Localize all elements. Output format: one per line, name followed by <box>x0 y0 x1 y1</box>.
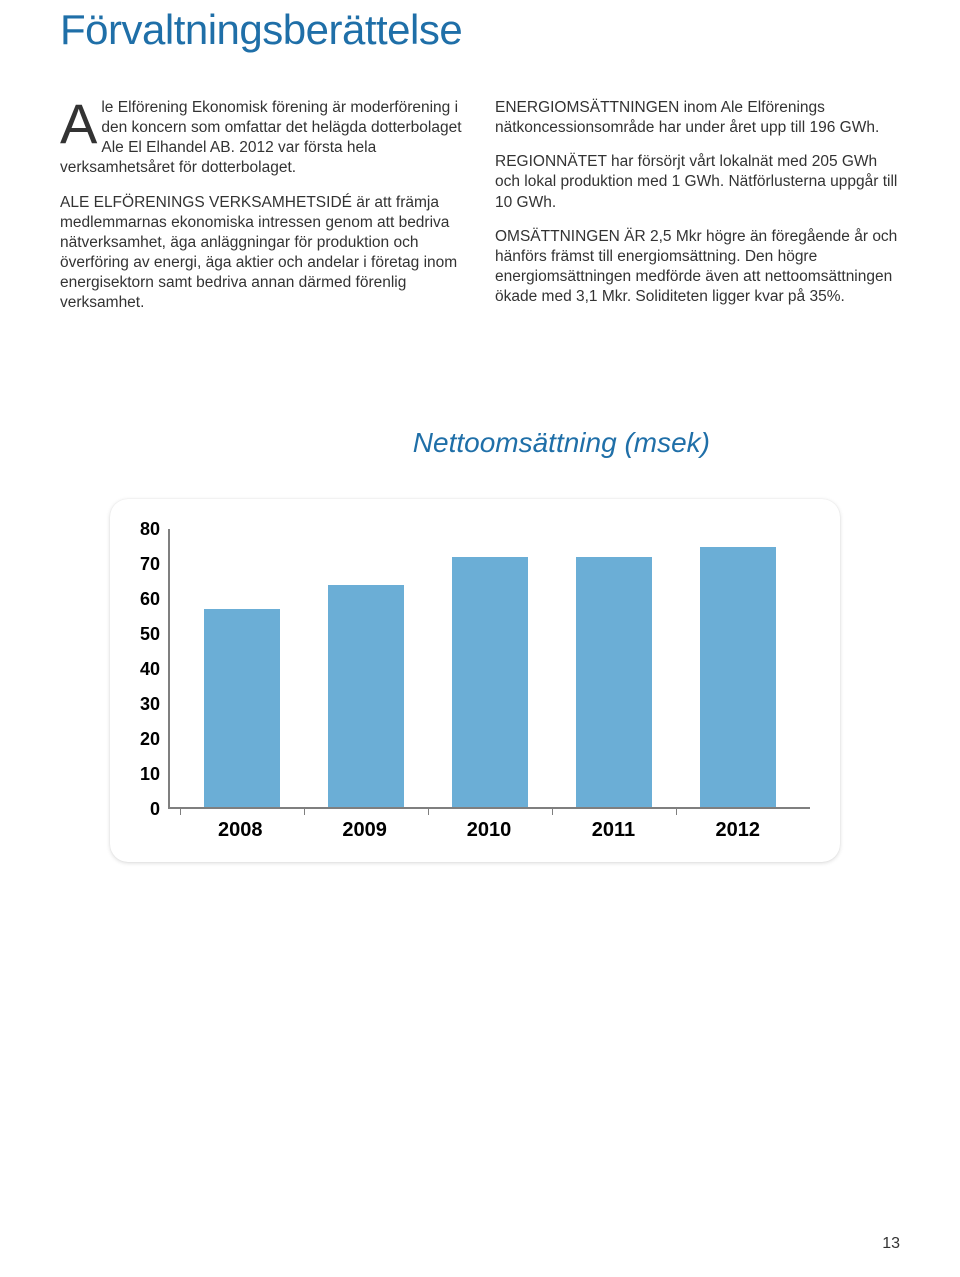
left-column: A le Elförening Ekonomisk förening är mo… <box>60 98 465 327</box>
chart-x-label: 2011 <box>551 819 675 842</box>
chart-x-label: 2009 <box>302 819 426 842</box>
chart-bar <box>204 609 281 807</box>
text-columns: A le Elförening Ekonomisk förening är mo… <box>60 98 900 327</box>
chart-bar <box>700 547 777 808</box>
chart-bar-slot <box>304 529 428 807</box>
chart-x-label: 2012 <box>676 819 800 842</box>
page-number: 13 <box>882 1235 900 1253</box>
chart-x-label: 2008 <box>178 819 302 842</box>
chart-x-axis: 20082009201020112012 <box>168 809 810 842</box>
chart-plot-wrap: 20082009201020112012 <box>168 529 810 842</box>
chart-x-tick <box>676 807 677 815</box>
chart-bar <box>452 557 529 807</box>
chart-bar-slot <box>676 529 800 807</box>
left-p1-text: le Elförening Ekonomisk förening är mode… <box>60 99 462 176</box>
chart-x-tick <box>428 807 429 815</box>
chart-bar-slot <box>552 529 676 807</box>
right-p3: OMSÄTTNINGEN ÄR 2,5 Mkr högre än föregåe… <box>495 227 900 308</box>
chart-bar-slot <box>180 529 304 807</box>
chart-plot <box>168 529 810 809</box>
chart-x-tick <box>180 807 181 815</box>
chart-bar-slot <box>428 529 552 807</box>
chart-x-tick <box>552 807 553 815</box>
chart-x-label: 2010 <box>427 819 551 842</box>
right-p2: REGIONNÄTET har försörjt vårt lokalnät m… <box>495 152 900 212</box>
right-column: ENERGIOMSÄTTNINGEN inom Ale Elförenings … <box>495 98 900 327</box>
chart-x-tick <box>304 807 305 815</box>
chart-bar <box>328 585 405 807</box>
chart-bar <box>576 557 653 807</box>
chart-section: Nettoomsättning (msek) 80706050403020100… <box>60 427 900 862</box>
chart-y-axis: 80706050403020100 <box>140 529 168 809</box>
left-p1: A le Elförening Ekonomisk förening är mo… <box>60 98 465 179</box>
page-title: Förvaltningsberättelse <box>60 0 900 54</box>
right-p1: ENERGIOMSÄTTNINGEN inom Ale Elförenings … <box>495 98 900 138</box>
left-p2: ALE ELFÖRENINGS VERKSAMHETSIDÉ är att fr… <box>60 193 465 314</box>
dropcap: A <box>60 98 101 148</box>
chart-card: 80706050403020100 20082009201020112012 <box>110 499 840 862</box>
chart-area: 80706050403020100 20082009201020112012 <box>140 529 810 842</box>
chart-title: Nettoomsättning (msek) <box>60 427 880 459</box>
